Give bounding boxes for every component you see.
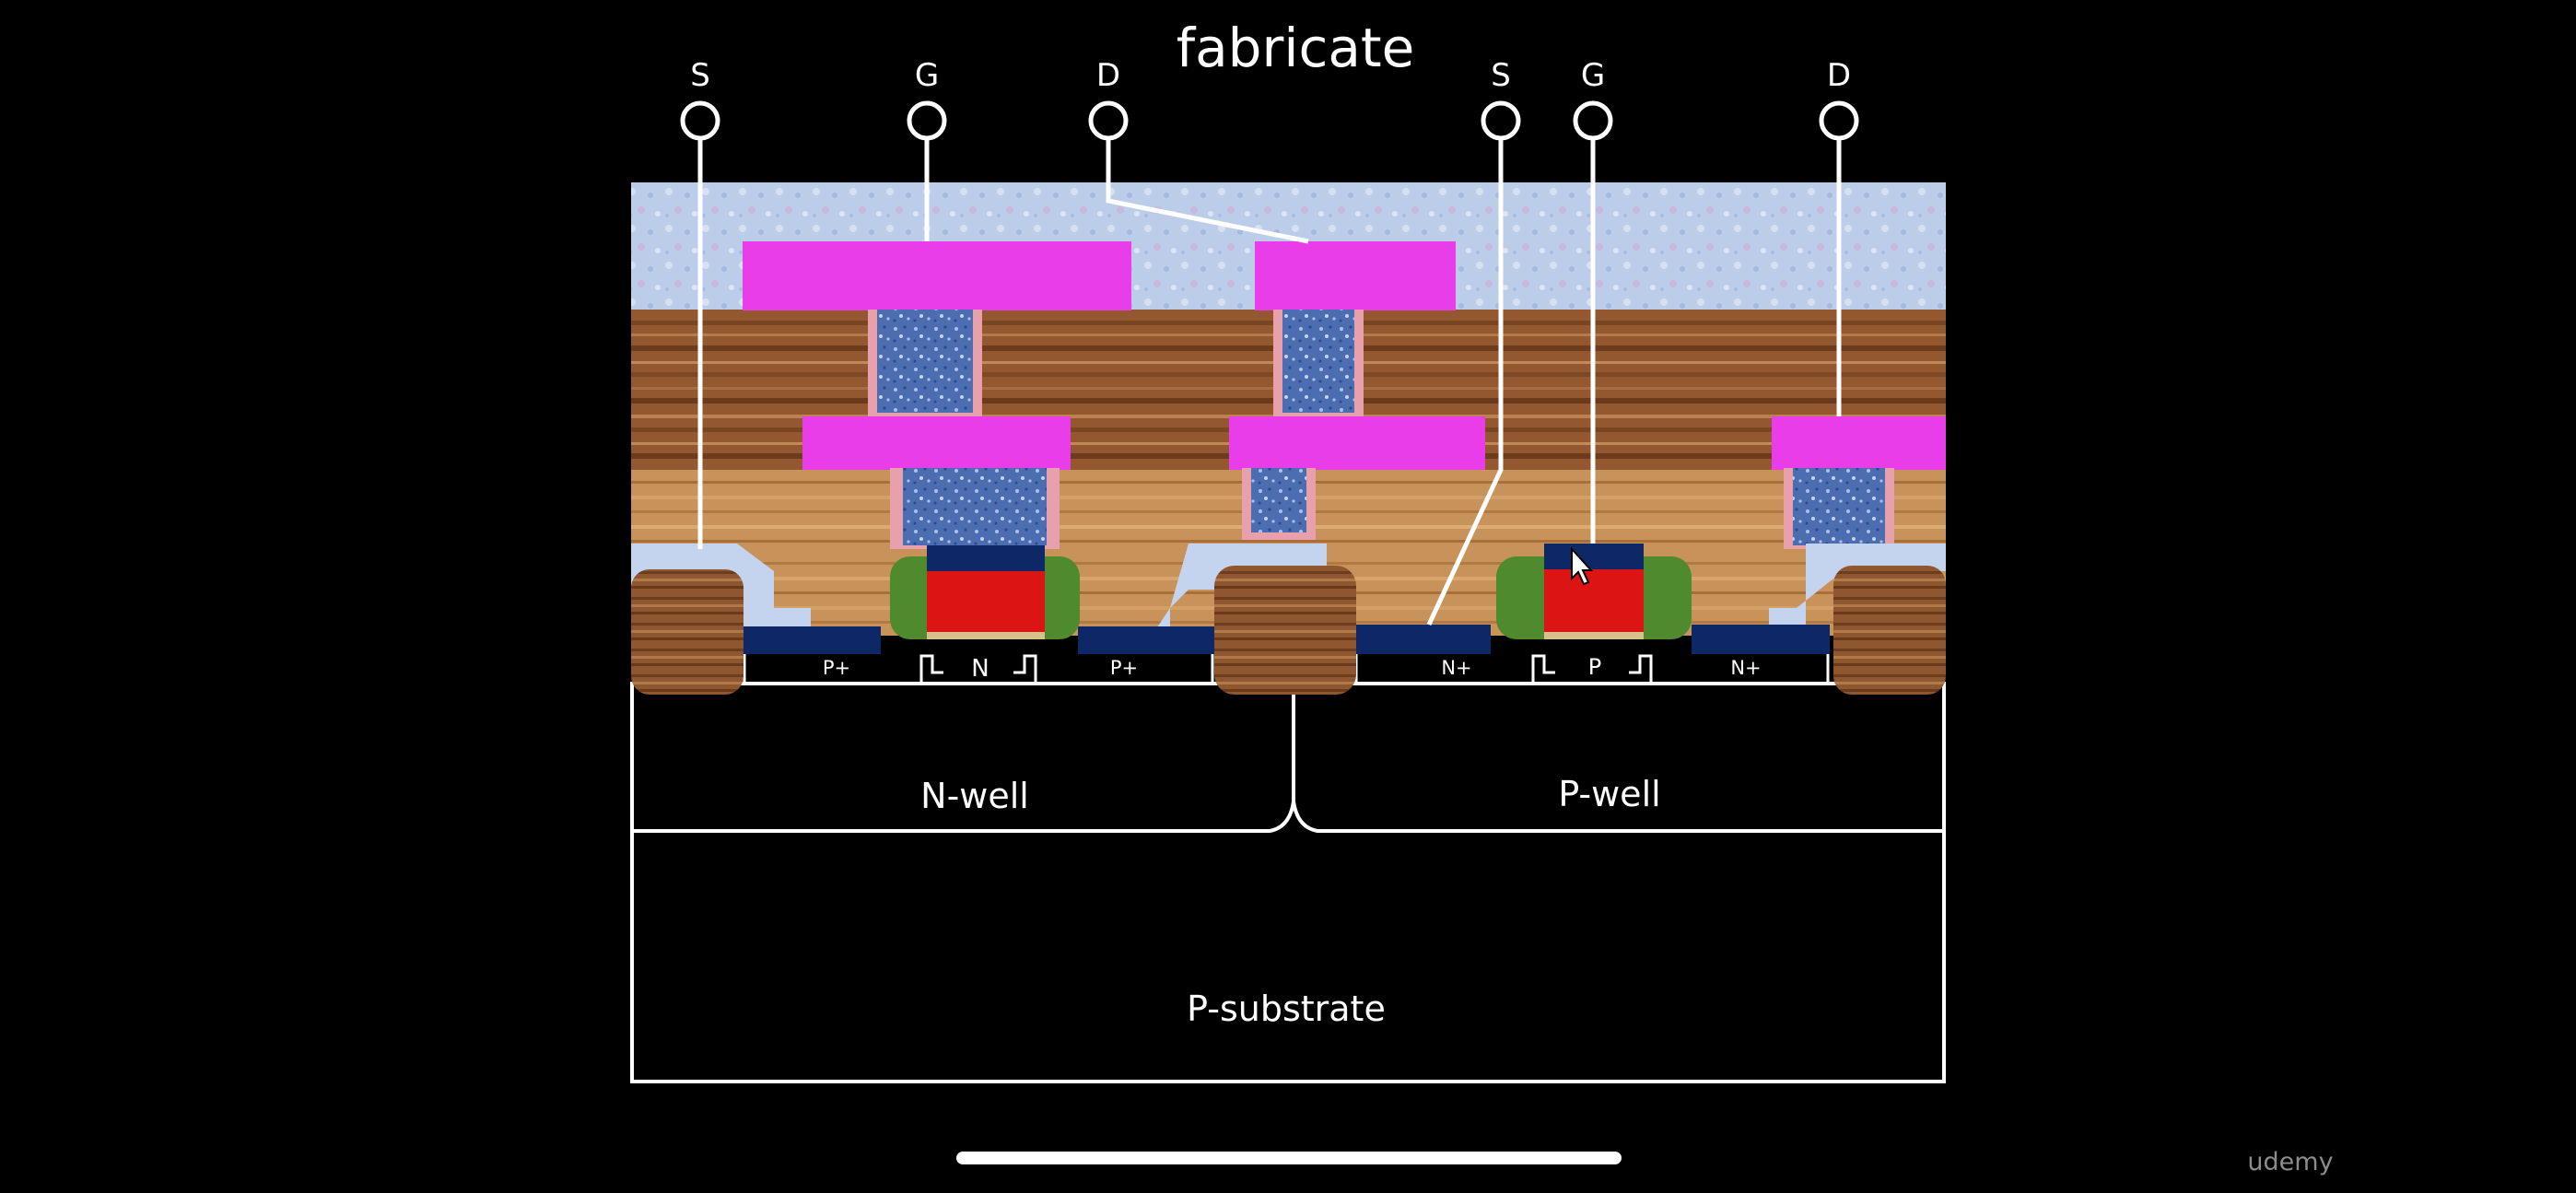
nmos-drain-terminal [1819, 100, 1859, 141]
pmos-source-outline [743, 654, 943, 685]
p-substrate-label: P-substrate [1187, 988, 1386, 1029]
nmos-source-region-label: N+ [1441, 657, 1471, 679]
home-indicator-bar[interactable] [956, 1152, 1622, 1164]
pmos-drain-outline [1013, 654, 1214, 685]
pmos-drain-wire [1106, 134, 1309, 244]
pmos-gate-oxide [927, 630, 1045, 639]
nmos-gate-oxide [1544, 630, 1644, 639]
via2-left-fill [877, 310, 973, 413]
pmos-channel-region-label: N [971, 655, 989, 683]
pmos-drain-terminal [1088, 100, 1129, 141]
nmos-gate-terminal [1573, 100, 1613, 141]
nmos-gate-cap [1544, 544, 1644, 569]
nmos-source-label: S [1491, 57, 1511, 94]
nmos-gate-poly [1544, 567, 1644, 632]
pmos-drain-label: D [1096, 57, 1120, 94]
nmos-drain-outline [1629, 654, 1830, 685]
pmos-source-region-label: P+ [823, 657, 850, 679]
metal1-pmos-gate [802, 416, 1071, 470]
n-well-label: N-well [920, 776, 1029, 816]
contact-pmos-drain-fill [1251, 468, 1306, 532]
nmos-source-outline [1354, 654, 1555, 685]
nmos-drain-label: D [1827, 57, 1851, 94]
nmos-source-wire [1426, 134, 1504, 626]
pmos-drain-diffusion [1078, 626, 1216, 654]
well-boundary [632, 689, 1944, 833]
pmos-source-label: S [690, 57, 710, 94]
contact-nmos-drain-fill [1793, 468, 1885, 545]
pmos-gate-label: G [915, 57, 939, 94]
nmos-channel-region-label: P [1588, 654, 1601, 680]
nmos-drain-region-label: N+ [1730, 657, 1761, 679]
mouse-cursor-icon [1571, 546, 1594, 586]
pmos-gate-terminal [907, 100, 947, 141]
pmos-gate-poly [927, 571, 1045, 632]
metal1-nmos-drain [1772, 416, 1946, 470]
sti-left [631, 569, 744, 695]
nmos-drain-diffusion [1692, 625, 1830, 654]
sti-right [1833, 566, 1946, 695]
nmos-source-diffusion [1354, 625, 1491, 654]
metal2-pmos-gate [743, 241, 1131, 310]
pmos-drain-region-label: P+ [1110, 657, 1138, 679]
pmos-source-terminal [680, 100, 720, 141]
pmos-gate-cap [927, 545, 1045, 571]
nmos-gate-label: G [1581, 57, 1605, 94]
metal2-drain-link [1255, 241, 1456, 310]
diagram-title: fabricate [1177, 17, 1415, 79]
sti-center [1214, 566, 1356, 695]
contact-pmos-gate-fill [903, 468, 1047, 545]
via2-mid-fill [1282, 310, 1354, 413]
pmos-source-diffusion [743, 626, 881, 654]
metal1-drain [1229, 416, 1485, 470]
nmos-source-terminal [1481, 100, 1521, 141]
p-well-label: P-well [1558, 774, 1660, 814]
udemy-watermark: udemy [2247, 1148, 2333, 1176]
